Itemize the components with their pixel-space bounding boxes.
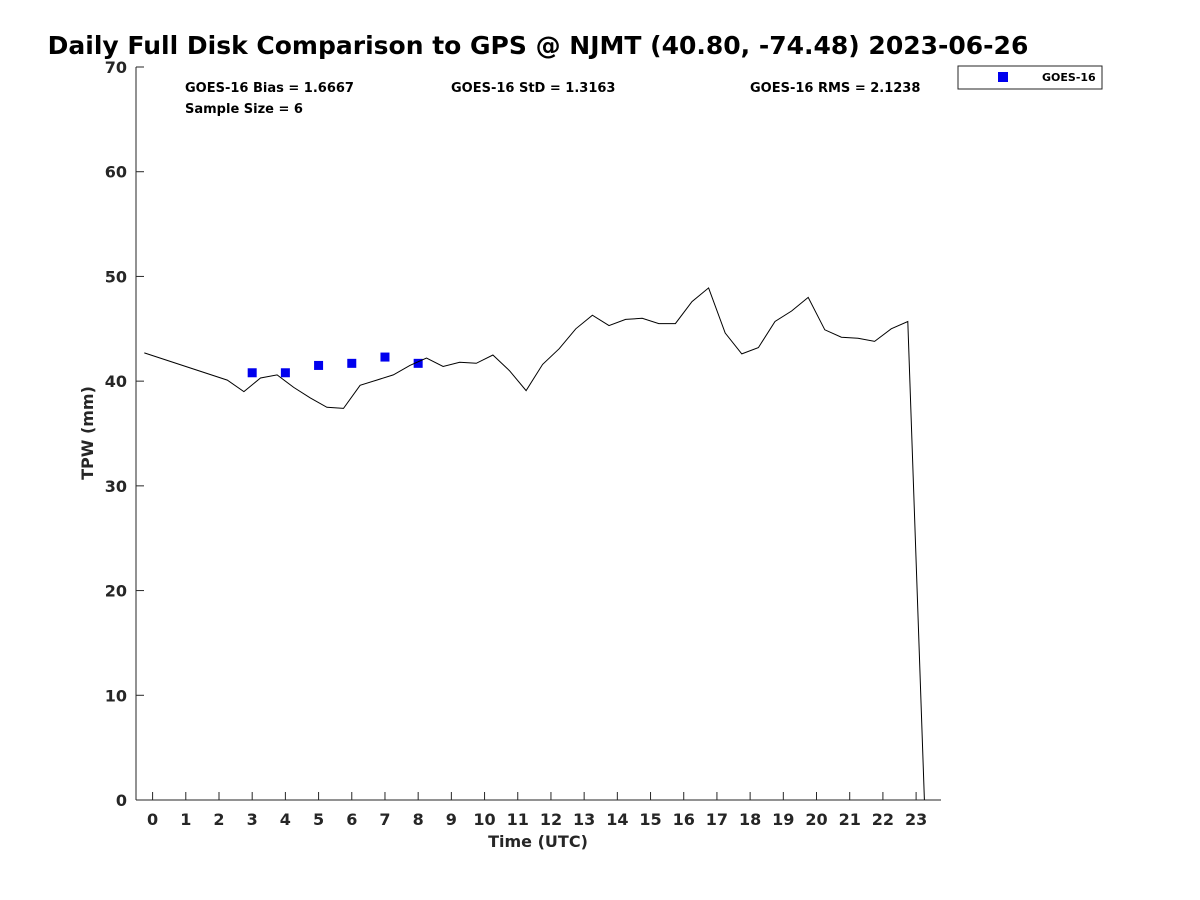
y-tick-label: 40 bbox=[105, 372, 127, 391]
x-tick-label: 1 bbox=[180, 810, 191, 829]
gps-tpw-line bbox=[144, 287, 925, 801]
x-tick-label: 2 bbox=[213, 810, 224, 829]
legend-label-goes-16: GOES-16 bbox=[1042, 71, 1096, 84]
y-tick-label: 70 bbox=[105, 58, 127, 77]
x-tick-label: 22 bbox=[872, 810, 894, 829]
legend: GOES-16 bbox=[957, 65, 1103, 90]
goes-16-point bbox=[280, 368, 290, 378]
bias-annotation: GOES-16 Bias = 1.6667 bbox=[185, 81, 354, 96]
x-tick-label: 18 bbox=[739, 810, 761, 829]
x-tick-label: 16 bbox=[673, 810, 695, 829]
x-tick-label: 7 bbox=[379, 810, 390, 829]
y-tick-label: 20 bbox=[105, 582, 127, 601]
x-tick-label: 9 bbox=[446, 810, 457, 829]
y-tick-label: 10 bbox=[105, 686, 127, 705]
x-tick-label: 5 bbox=[313, 810, 324, 829]
x-tick-label: 10 bbox=[473, 810, 495, 829]
plot-area: 0 1 2 3 4 5 6 7 8 9 10 11 12 13 14 15 16 17 18 19 20 21 22 23 0… bbox=[105, 58, 941, 829]
goes-16-point bbox=[347, 358, 357, 368]
y-axis-label: TPW (mm) bbox=[78, 386, 97, 480]
y-tick-label: 0 bbox=[116, 791, 127, 810]
goes-16-point bbox=[247, 368, 257, 378]
axes bbox=[135, 67, 941, 801]
legend-box bbox=[957, 65, 1103, 90]
x-axis-ticks: 0 1 2 3 4 5 6 7 8 9 10 11 12 13 14 15 16 17 18 19 20 21 22 23 bbox=[147, 792, 927, 829]
x-tick-label: 14 bbox=[606, 810, 628, 829]
y-tick-label: 60 bbox=[105, 163, 127, 182]
legend-marker-goes-16 bbox=[998, 72, 1008, 82]
x-tick-label: 13 bbox=[573, 810, 595, 829]
x-tick-label: 11 bbox=[507, 810, 529, 829]
x-tick-label: 17 bbox=[706, 810, 728, 829]
y-axis-ticks: 0 10 20 30 40 50 60 70 bbox=[105, 58, 144, 810]
sample-size-annotation: Sample Size = 6 bbox=[185, 102, 303, 117]
goes-16-point bbox=[380, 352, 390, 362]
x-tick-label: 3 bbox=[247, 810, 258, 829]
y-tick-label: 50 bbox=[105, 267, 127, 286]
x-tick-label: 15 bbox=[639, 810, 661, 829]
x-axis-label: Time (UTC) bbox=[488, 832, 588, 851]
x-tick-label: 8 bbox=[413, 810, 424, 829]
x-tick-label: 23 bbox=[905, 810, 927, 829]
x-tick-label: 4 bbox=[280, 810, 291, 829]
rms-annotation: GOES-16 RMS = 2.1238 bbox=[750, 81, 920, 96]
x-tick-label: 19 bbox=[772, 810, 794, 829]
std-annotation: GOES-16 StD = 1.3163 bbox=[451, 81, 615, 96]
x-tick-label: 12 bbox=[540, 810, 562, 829]
series-layer bbox=[144, 287, 925, 801]
x-tick-label: 0 bbox=[147, 810, 158, 829]
x-tick-label: 20 bbox=[805, 810, 827, 829]
x-tick-label: 21 bbox=[839, 810, 861, 829]
goes-16-point bbox=[413, 358, 423, 368]
x-tick-label: 6 bbox=[346, 810, 357, 829]
chart-title: Daily Full Disk Comparison to GPS @ NJMT… bbox=[48, 31, 1029, 60]
goes-16-point bbox=[314, 360, 324, 370]
stats-annotations: GOES-16 Bias = 1.6667 GOES-16 StD = 1.31… bbox=[185, 81, 920, 117]
y-tick-label: 30 bbox=[105, 477, 127, 496]
